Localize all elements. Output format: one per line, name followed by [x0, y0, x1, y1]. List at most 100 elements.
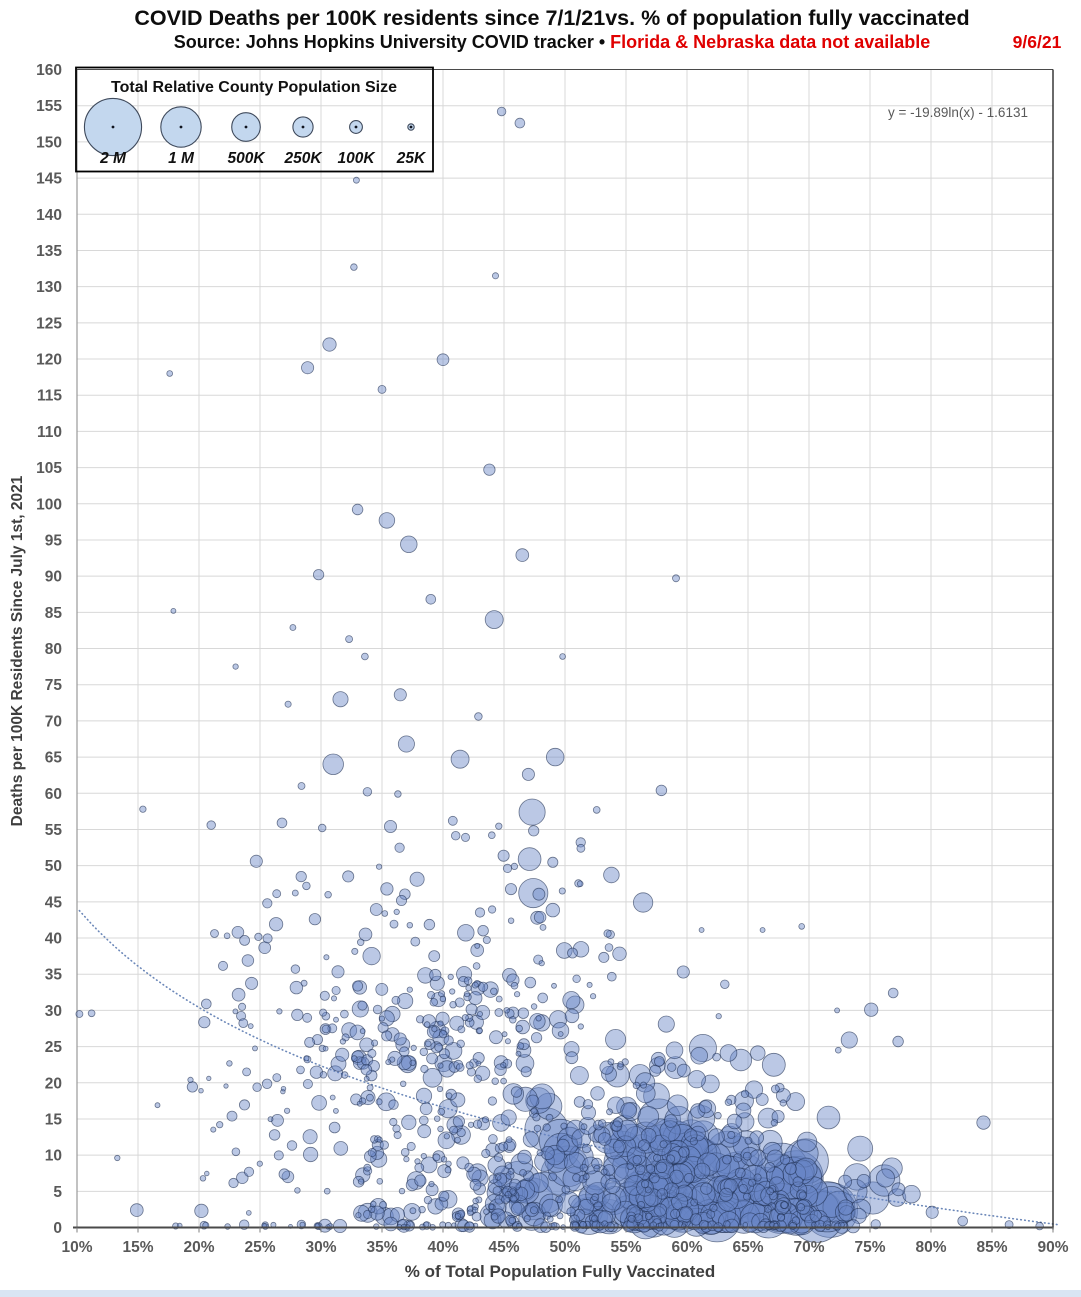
county-bubble: [734, 1167, 746, 1179]
county-bubble: [495, 995, 503, 1003]
county-bubble: [375, 983, 389, 996]
county-bubble: [698, 927, 705, 933]
county-bubble: [743, 1192, 752, 1201]
county-bubble: [350, 1093, 363, 1106]
county-bubble: [473, 1074, 482, 1083]
county-bubble: [438, 1030, 448, 1039]
county-bubble: [443, 1035, 454, 1046]
county-bubble: [423, 1038, 436, 1051]
county-bubble: [502, 863, 513, 874]
county-bubble: [477, 925, 489, 937]
legend-size-label: 2 M: [99, 150, 127, 167]
county-bubble: [429, 968, 442, 982]
county-bubble: [723, 1220, 731, 1228]
county-bubble: [881, 1157, 903, 1179]
county-bubble: [232, 663, 239, 670]
legend-circle-center-dot: [301, 125, 305, 129]
county-bubble: [768, 1185, 777, 1193]
county-bubble: [330, 995, 337, 1002]
county-bubble: [678, 1146, 690, 1158]
county-bubble: [509, 1195, 518, 1203]
county-bubble: [771, 1156, 814, 1200]
county-bubble: [280, 1085, 287, 1092]
county-bubble: [449, 988, 456, 995]
county-bubble: [546, 747, 565, 767]
county-bubble: [353, 1204, 371, 1222]
county-bubble: [606, 971, 617, 982]
county-bubble: [891, 1182, 906, 1197]
county-bubble: [472, 1119, 483, 1129]
county-bubble: [356, 1100, 363, 1107]
county-bubble: [401, 1114, 417, 1131]
county-bubble: [724, 1098, 733, 1106]
county-bubble: [477, 981, 489, 992]
county-bubble: [410, 1044, 417, 1052]
county-bubble: [454, 1136, 461, 1144]
gridlines: [76, 69, 1054, 1228]
county-bubble: [523, 1215, 531, 1223]
county-bubble: [533, 954, 544, 965]
page-subtitle: Source: Johns Hopkins University COVID t…: [174, 32, 931, 52]
county-bubble: [322, 753, 344, 776]
county-bubble: [846, 1219, 861, 1234]
x-tick-label: 65%: [732, 1239, 763, 1256]
county-bubble: [333, 1141, 349, 1156]
county-bubble: [604, 1177, 621, 1194]
county-bubble: [794, 1157, 818, 1181]
county-bubble: [425, 593, 437, 605]
county-bubble: [357, 938, 365, 946]
county-bubble: [548, 1172, 558, 1182]
county-bubble: [490, 1213, 499, 1221]
county-bubble: [331, 986, 341, 996]
county-bubble: [675, 1184, 693, 1202]
county-bubble: [892, 1035, 904, 1048]
county-bubble: [576, 843, 586, 853]
county-bubble: [556, 1138, 570, 1153]
county-bubble: [375, 863, 383, 870]
county-bubble: [574, 879, 583, 888]
county-bubble: [532, 887, 546, 901]
county-bubble: [357, 1178, 365, 1185]
county-bubble: [385, 1059, 392, 1066]
log-trendline: [78, 909, 1059, 1226]
county-bubble: [538, 960, 545, 967]
x-tick-label: 60%: [671, 1239, 702, 1256]
county-bubble: [429, 998, 438, 1007]
county-bubble: [667, 1094, 689, 1116]
county-bubble: [476, 1011, 483, 1018]
county-bubble: [750, 1045, 766, 1061]
county-bubble: [606, 1108, 613, 1116]
county-bubble: [456, 1039, 465, 1048]
county-bubble: [490, 987, 498, 995]
y-tick-label: 25: [45, 1039, 63, 1056]
county-bubble: [439, 1048, 450, 1060]
county-bubble: [847, 1135, 874, 1162]
county-bubble: [423, 1195, 433, 1205]
county-bubble: [367, 1048, 377, 1058]
county-bubble: [414, 1158, 421, 1165]
county-bubble: [319, 1071, 328, 1079]
county-bubble: [363, 1163, 372, 1172]
county-bubble: [502, 1083, 525, 1105]
county-bubble: [383, 820, 397, 834]
county-bubble: [328, 1121, 341, 1134]
county-bubble: [256, 1160, 263, 1167]
county-bubble: [729, 1048, 753, 1072]
county-bubble: [526, 1094, 540, 1108]
county-bubble: [312, 569, 325, 581]
county-bubble: [578, 1117, 597, 1135]
county-bubble: [524, 976, 537, 989]
county-bubble: [771, 1084, 780, 1094]
county-bubble: [393, 1131, 402, 1140]
legend-size-label: 500K: [227, 150, 266, 167]
county-bubble: [512, 1086, 538, 1112]
county-bubble: [400, 1080, 407, 1087]
county-bubble: [767, 1202, 776, 1211]
county-bubble: [598, 951, 610, 963]
legend-size-label: 1 M: [168, 150, 195, 167]
y-tick-label: 40: [45, 931, 62, 948]
county-bubble: [460, 832, 470, 842]
county-bubble: [396, 1055, 412, 1071]
county-bubble: [726, 1094, 737, 1106]
county-bubble: [245, 976, 259, 990]
